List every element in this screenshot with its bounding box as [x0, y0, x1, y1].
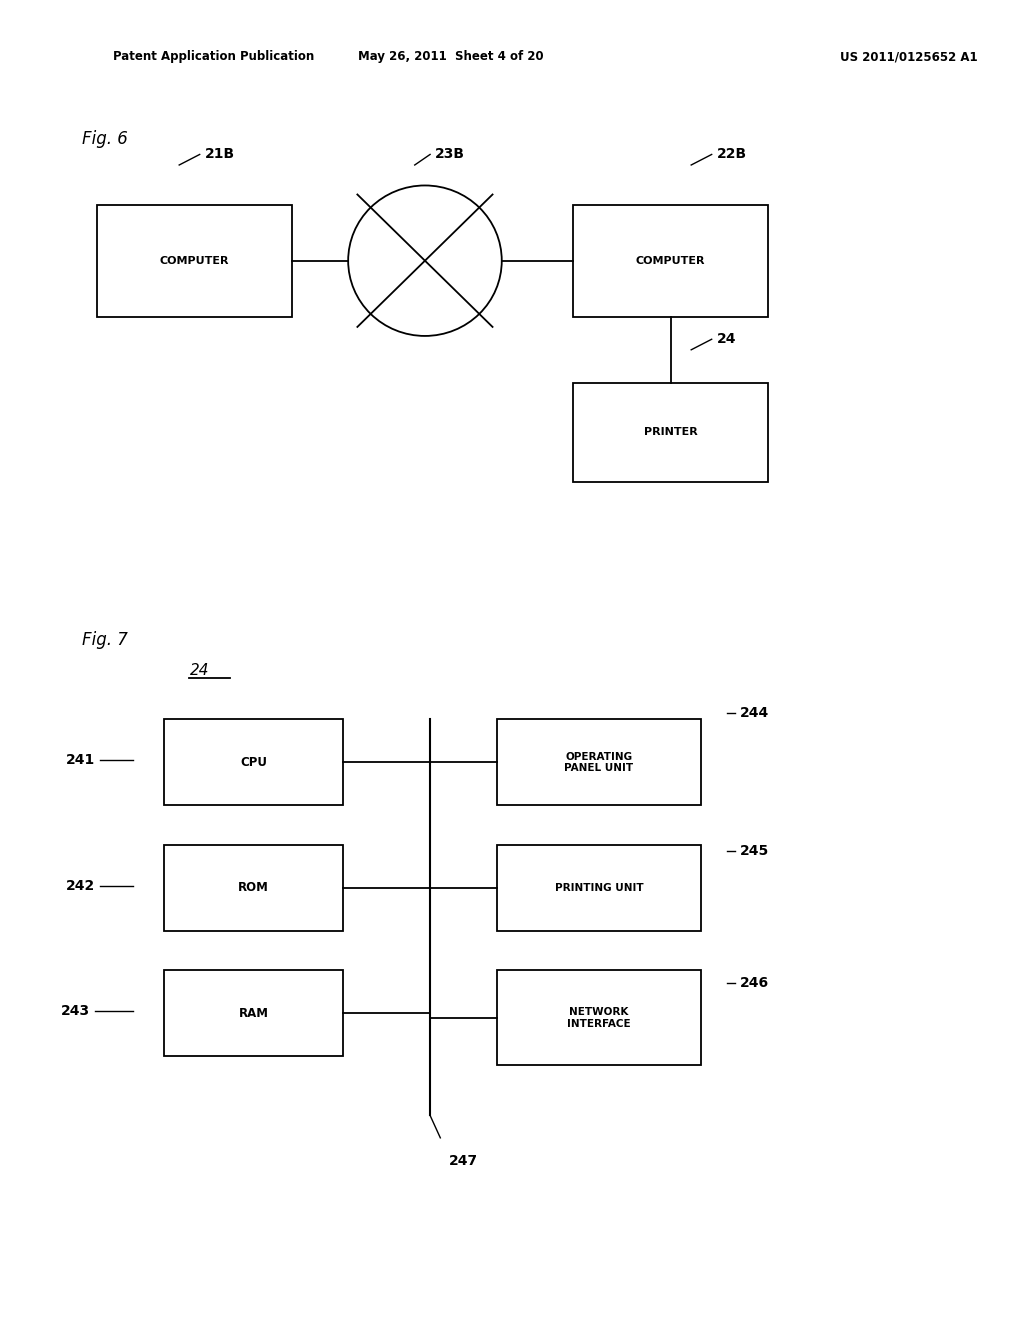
- Text: ROM: ROM: [238, 882, 269, 894]
- Text: Fig. 6: Fig. 6: [82, 129, 128, 148]
- Ellipse shape: [348, 186, 502, 337]
- Bar: [497, 719, 701, 805]
- Text: PRINTER: PRINTER: [644, 428, 697, 437]
- Text: CPU: CPU: [240, 756, 267, 768]
- Bar: [573, 205, 768, 317]
- Text: 244: 244: [740, 706, 770, 719]
- Text: Fig. 7: Fig. 7: [82, 631, 128, 649]
- Text: 22B: 22B: [717, 148, 746, 161]
- Text: 23B: 23B: [435, 148, 465, 161]
- Bar: [97, 205, 292, 317]
- Bar: [497, 970, 701, 1065]
- Text: NETWORK
INTERFACE: NETWORK INTERFACE: [567, 1007, 631, 1028]
- Text: 24: 24: [717, 333, 736, 346]
- Bar: [164, 719, 343, 805]
- Text: May 26, 2011  Sheet 4 of 20: May 26, 2011 Sheet 4 of 20: [357, 50, 544, 63]
- Text: OPERATING
PANEL UNIT: OPERATING PANEL UNIT: [564, 751, 634, 774]
- Bar: [164, 970, 343, 1056]
- Text: 247: 247: [449, 1154, 477, 1168]
- Text: 24: 24: [189, 663, 209, 678]
- Text: COMPUTER: COMPUTER: [160, 256, 229, 265]
- Text: 245: 245: [740, 845, 770, 858]
- Text: COMPUTER: COMPUTER: [636, 256, 706, 265]
- Text: 242: 242: [66, 879, 95, 892]
- Bar: [164, 845, 343, 931]
- Text: 21B: 21B: [205, 148, 234, 161]
- Text: 243: 243: [61, 1005, 90, 1018]
- Text: Patent Application Publication: Patent Application Publication: [113, 50, 314, 63]
- Text: 246: 246: [740, 977, 769, 990]
- Bar: [497, 845, 701, 931]
- Text: 241: 241: [66, 754, 95, 767]
- Text: RAM: RAM: [239, 1007, 268, 1019]
- Text: PRINTING UNIT: PRINTING UNIT: [555, 883, 643, 892]
- Text: US 2011/0125652 A1: US 2011/0125652 A1: [840, 50, 977, 63]
- Bar: [573, 383, 768, 482]
